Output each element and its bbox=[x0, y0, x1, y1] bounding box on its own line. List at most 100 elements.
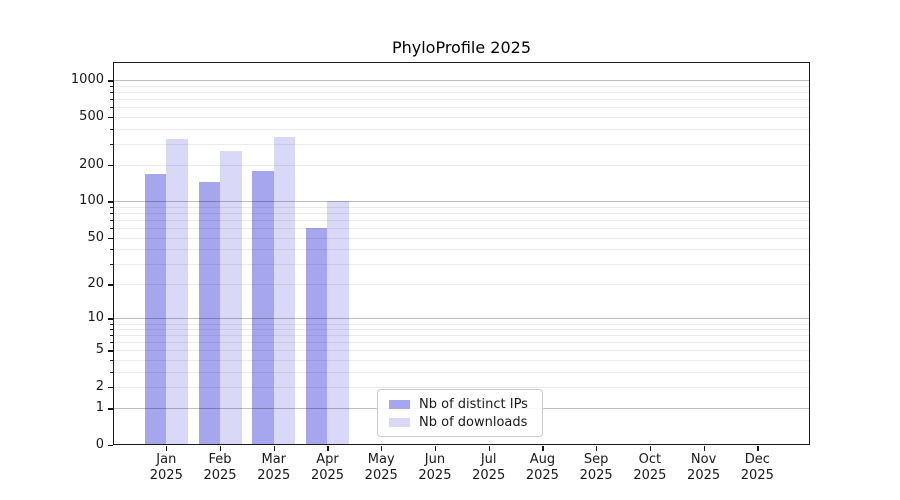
y-tick-100 bbox=[108, 201, 113, 203]
x-tick-year: 2025 bbox=[579, 468, 613, 483]
x-tick-nov bbox=[703, 446, 705, 451]
legend: Nb of distinct IPs Nb of downloads bbox=[377, 389, 543, 437]
x-tick-sep bbox=[596, 446, 598, 451]
gridline-y-600 bbox=[113, 107, 810, 109]
y-minor-tick-7 bbox=[110, 335, 113, 337]
y-minor-tick-60 bbox=[110, 228, 113, 230]
gridline-y-10 bbox=[113, 318, 810, 320]
y-minor-tick-4 bbox=[110, 360, 113, 362]
x-tick-month: Sep bbox=[583, 452, 609, 467]
x-tick-year: 2025 bbox=[687, 468, 721, 483]
gridline-y-30 bbox=[113, 263, 810, 265]
x-tick-month: Aug bbox=[529, 452, 556, 467]
y-tick-label-200: 200 bbox=[79, 157, 104, 173]
y-tick-label-2: 2 bbox=[95, 379, 104, 395]
y-minor-tick-8 bbox=[110, 329, 113, 331]
y-tick-label-1000: 1000 bbox=[70, 72, 104, 88]
gridline-y-200 bbox=[113, 165, 810, 167]
y-minor-tick-600 bbox=[110, 107, 113, 109]
x-tick-dec bbox=[757, 446, 759, 451]
y-tick-label-5: 5 bbox=[95, 342, 104, 358]
y-minor-tick-500 bbox=[110, 116, 113, 118]
legend-item-downloads: Nb of downloads bbox=[389, 414, 542, 430]
gridline-y-40 bbox=[113, 249, 810, 251]
y-minor-tick-200 bbox=[110, 165, 113, 167]
y-minor-tick-300 bbox=[110, 143, 113, 145]
x-tick-year: 2025 bbox=[633, 468, 667, 483]
x-tick-month: Jan bbox=[156, 452, 177, 467]
x-tick-label-jun: Jun 2025 bbox=[403, 452, 467, 484]
x-tick-jan bbox=[166, 446, 168, 451]
y-minor-tick-9 bbox=[110, 323, 113, 325]
x-tick-aug bbox=[542, 446, 544, 451]
bar-downloads-feb bbox=[220, 150, 242, 445]
y-minor-tick-20 bbox=[110, 284, 113, 286]
x-tick-month: Dec bbox=[744, 452, 770, 467]
x-tick-year: 2025 bbox=[257, 468, 291, 483]
y-minor-tick-40 bbox=[110, 249, 113, 251]
gridline-y-2 bbox=[113, 387, 810, 389]
x-tick-mar bbox=[273, 446, 275, 451]
y-tick-0 bbox=[108, 445, 113, 447]
y-minor-tick-30 bbox=[110, 263, 113, 265]
y-minor-tick-70 bbox=[110, 220, 113, 222]
gridline-y-900 bbox=[113, 86, 810, 87]
y-tick-label-50: 50 bbox=[87, 229, 104, 245]
x-tick-year: 2025 bbox=[203, 468, 237, 483]
x-tick-jun bbox=[434, 446, 437, 451]
x-tick-month: May bbox=[367, 452, 395, 467]
x-tick-label-sep: Sep 2025 bbox=[564, 452, 628, 484]
chart-title: PhyloProfile 2025 bbox=[391, 38, 532, 57]
x-tick-oct bbox=[649, 446, 652, 451]
x-tick-month: Apr bbox=[316, 452, 339, 467]
x-tick-label-dec: Dec 2025 bbox=[725, 452, 789, 484]
gridline-y-20 bbox=[113, 284, 810, 286]
y-minor-tick-3 bbox=[110, 371, 113, 373]
gridline-y-3 bbox=[113, 371, 810, 373]
gridline-y-70 bbox=[113, 220, 810, 222]
bar-distinct-ips-apr bbox=[305, 228, 328, 445]
x-tick-label-jan: Jan 2025 bbox=[134, 452, 198, 484]
x-tick-year: 2025 bbox=[525, 468, 559, 483]
bar-distinct-ips-jan bbox=[144, 173, 167, 445]
legend-label-downloads: Nb of downloads bbox=[419, 414, 528, 430]
y-minor-tick-50 bbox=[110, 237, 113, 239]
gridline-y-4 bbox=[113, 360, 810, 362]
gridline-y-8 bbox=[113, 329, 810, 331]
bar-downloads-mar bbox=[273, 136, 296, 445]
gridline-y-60 bbox=[113, 228, 810, 230]
y-minor-tick-800 bbox=[110, 92, 113, 94]
x-tick-month: Mar bbox=[261, 452, 287, 467]
y-tick-1 bbox=[108, 408, 113, 410]
y-tick-label-10: 10 bbox=[87, 310, 104, 326]
x-tick-year: 2025 bbox=[149, 468, 183, 483]
gridline-y-500 bbox=[113, 116, 810, 118]
x-tick-feb bbox=[220, 446, 222, 451]
y-minor-tick-6 bbox=[110, 342, 113, 344]
y-minor-tick-900 bbox=[110, 86, 113, 87]
gridline-y-100 bbox=[113, 201, 810, 203]
gridline-y-1000 bbox=[113, 80, 810, 82]
y-minor-tick-400 bbox=[110, 128, 113, 130]
x-tick-month: Jul bbox=[480, 452, 497, 467]
y-tick-10 bbox=[108, 318, 113, 320]
x-tick-year: 2025 bbox=[364, 468, 398, 483]
x-tick-may bbox=[381, 446, 383, 451]
bar-downloads-jan bbox=[166, 138, 188, 445]
bar-distinct-ips-feb bbox=[198, 181, 221, 445]
y-minor-tick-700 bbox=[110, 99, 113, 101]
x-tick-month: Feb bbox=[208, 452, 232, 467]
bar-downloads-apr bbox=[327, 201, 349, 445]
x-tick-year: 2025 bbox=[310, 468, 345, 483]
gridline-y-300 bbox=[113, 143, 810, 145]
x-tick-year: 2025 bbox=[418, 468, 452, 483]
y-tick-label-1: 1 bbox=[95, 400, 104, 416]
gridline-y-7 bbox=[113, 335, 810, 337]
gridline-y-50 bbox=[113, 237, 810, 239]
x-tick-label-apr: Apr 2025 bbox=[295, 452, 359, 484]
legend-label-distinct-ips: Nb of distinct IPs bbox=[419, 396, 528, 412]
legend-swatch-distinct-ips-icon bbox=[389, 399, 410, 409]
x-tick-label-jul: Jul 2025 bbox=[457, 452, 521, 484]
